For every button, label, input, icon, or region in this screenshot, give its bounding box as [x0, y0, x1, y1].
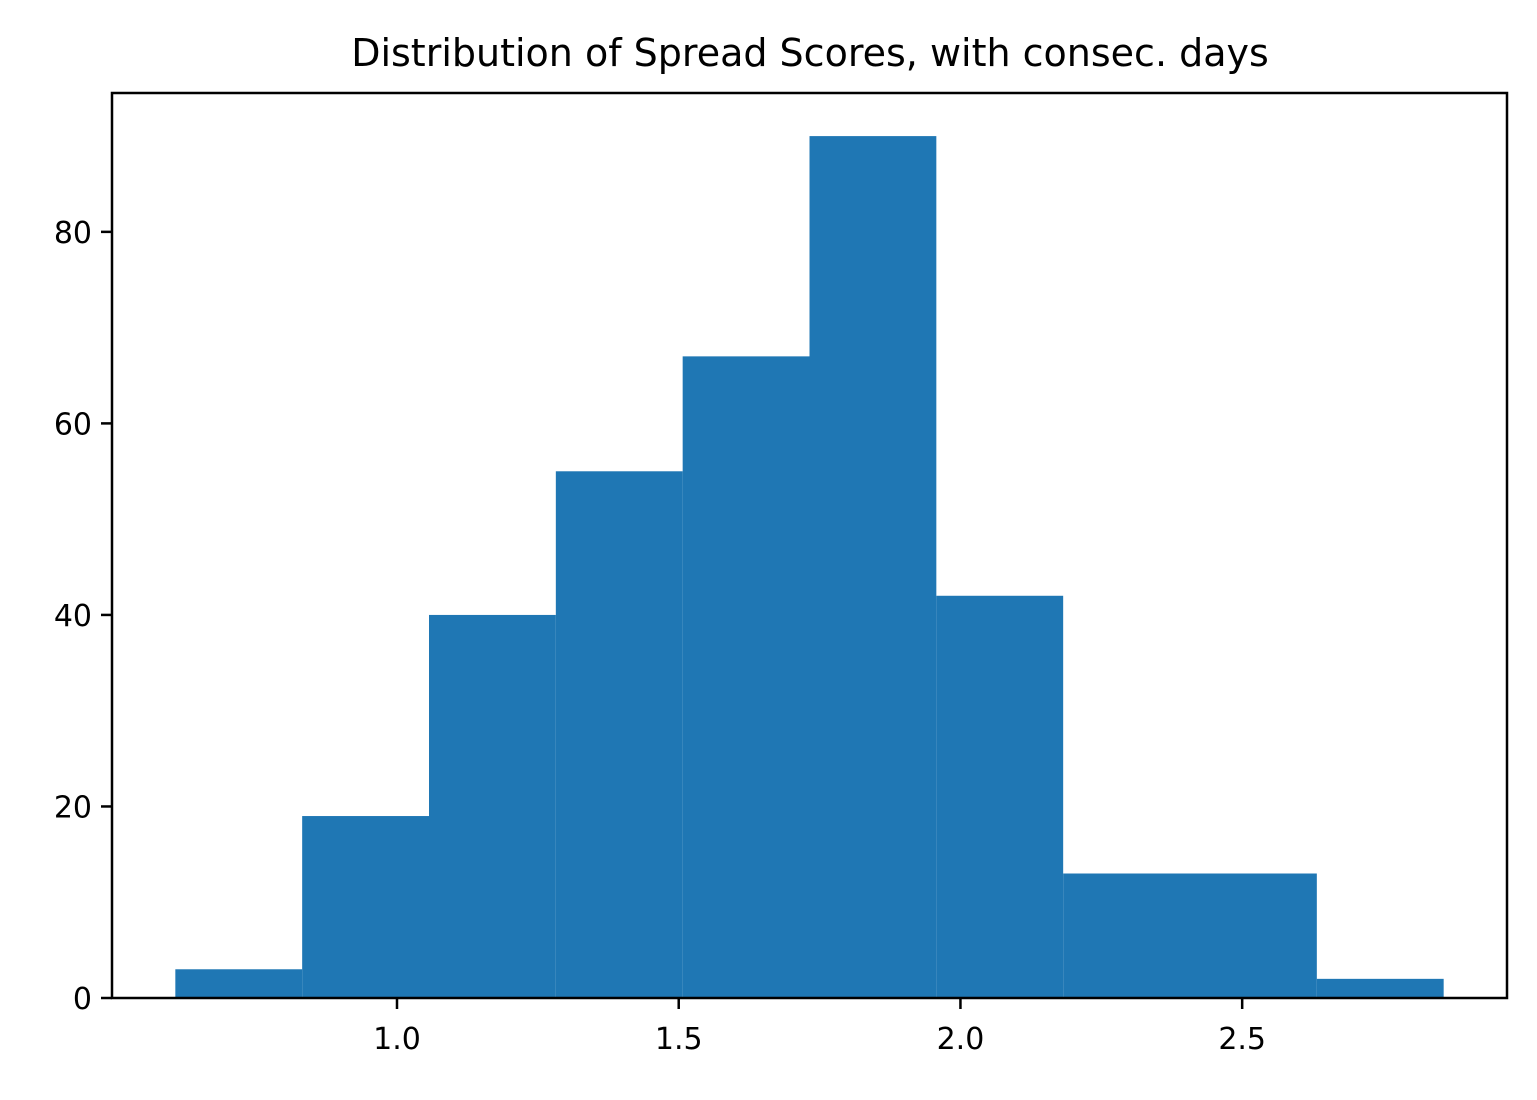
histogram-bar: [682, 356, 810, 998]
y-tick-label: 60: [54, 407, 92, 442]
chart-title: Distribution of Spread Scores, with cons…: [351, 31, 1269, 75]
histogram-bar: [175, 969, 303, 998]
histogram-bar: [555, 471, 683, 999]
x-tick-label: 2.5: [1218, 1022, 1266, 1057]
y-tick-label: 40: [54, 599, 92, 634]
bars-group: [175, 136, 1444, 999]
x-tick-label: 2.0: [937, 1022, 985, 1057]
histogram-bar: [302, 816, 429, 998]
y-tick-label: 80: [54, 216, 92, 251]
x-tick-label: 1.5: [655, 1022, 703, 1057]
histogram-bar: [1063, 873, 1191, 998]
y-tick-label: 20: [54, 790, 92, 825]
histogram-bar: [936, 595, 1064, 998]
histogram-bar: [1190, 873, 1317, 998]
histogram-bar: [1316, 978, 1444, 998]
y-tick-label: 0: [73, 982, 92, 1017]
y-axis: 0 20 40 60 80: [54, 216, 112, 1017]
x-axis: 1.0 1.5 2.0 2.5: [373, 998, 1266, 1057]
x-tick-label: 1.0: [373, 1022, 421, 1057]
histogram-bar: [809, 136, 937, 999]
plot-frame: [110, 91, 1509, 1000]
histogram-bar: [428, 614, 556, 998]
